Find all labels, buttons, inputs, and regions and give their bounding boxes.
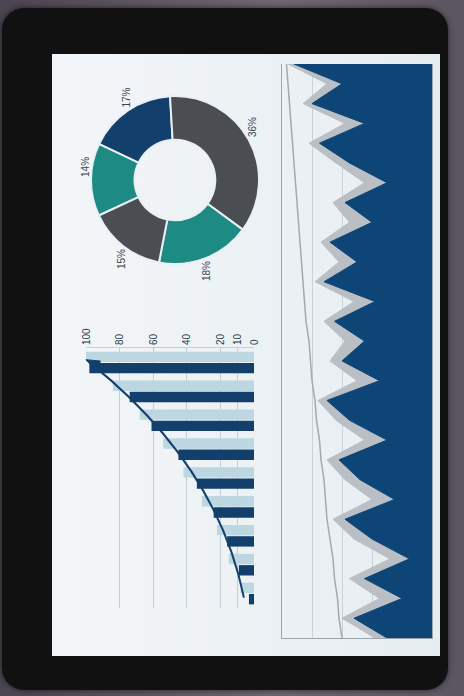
svg-text:10: 10 bbox=[232, 333, 243, 345]
svg-text:17%: 17% bbox=[121, 87, 132, 107]
svg-text:40: 40 bbox=[181, 333, 192, 345]
svg-text:36%: 36% bbox=[247, 117, 258, 137]
svg-text:15%: 15% bbox=[116, 249, 127, 269]
svg-text:20: 20 bbox=[215, 333, 226, 345]
svg-text:0: 0 bbox=[249, 339, 260, 345]
svg-text:80: 80 bbox=[114, 333, 125, 345]
svg-text:60: 60 bbox=[148, 333, 159, 345]
svg-text:100: 100 bbox=[81, 328, 92, 345]
svg-text:14%: 14% bbox=[80, 157, 91, 177]
svg-text:18%: 18% bbox=[201, 261, 212, 281]
